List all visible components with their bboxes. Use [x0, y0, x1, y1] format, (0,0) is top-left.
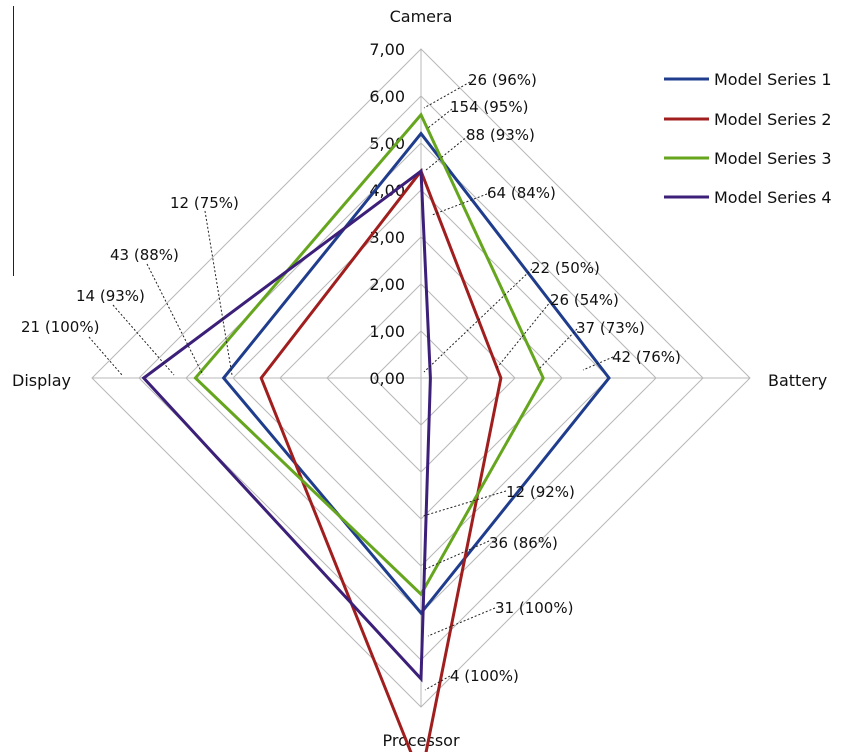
legend-label-series-3: Model Series 3: [714, 149, 832, 168]
axis-label-processor: Processor: [382, 731, 459, 750]
annotation-label: 42 (76%): [612, 348, 681, 366]
axis-label-battery: Battery: [768, 371, 827, 390]
leader-line: [423, 268, 533, 373]
annotation-label: 12 (92%): [506, 483, 575, 501]
tick-label: 0,00: [369, 369, 405, 388]
series-polygons: [141, 112, 611, 752]
tick-label: 6,00: [369, 87, 405, 106]
annotation-label: 154 (95%): [450, 98, 528, 116]
series-polygon-2: [259, 168, 503, 752]
legend: Model Series 1 Model Series 2 Model Seri…: [664, 70, 832, 207]
annotation-label: 64 (84%): [487, 184, 556, 202]
radar-grid: [91, 48, 751, 708]
leader-line: [425, 135, 469, 171]
annotation-label: 22 (50%): [531, 259, 600, 277]
leader-line: [427, 607, 496, 637]
leader-line: [112, 304, 175, 376]
tick-label: 7,00: [369, 40, 405, 59]
annotation-label: 14 (93%): [76, 287, 145, 305]
leader-line: [146, 263, 204, 376]
series-polygon-4: [141, 168, 432, 683]
leader-line: [88, 336, 123, 376]
axis-label-display: Display: [12, 371, 71, 390]
leader-line: [495, 300, 552, 370]
radial-tick-labels: 0,001,002,003,004,005,006,007,00: [369, 40, 405, 388]
tick-label: 2,00: [369, 275, 405, 294]
left-border-line: [13, 6, 14, 276]
leader-line: [423, 81, 471, 109]
series-polygon-3: [193, 112, 545, 597]
leader-line: [427, 108, 453, 129]
tick-label: 5,00: [369, 134, 405, 153]
leader-line: [422, 490, 507, 517]
axis-labels: Camera Battery Processor Display: [12, 7, 827, 750]
series-polygon-1: [221, 131, 611, 616]
annotation-label: 31 (100%): [495, 599, 573, 617]
annotation-label: 88 (93%): [466, 126, 535, 144]
annotation-label: 36 (86%): [489, 534, 558, 552]
annotation-label: 21 (100%): [21, 318, 99, 336]
tick-label: 3,00: [369, 228, 405, 247]
leader-line: [422, 540, 490, 571]
leader-line: [424, 675, 451, 691]
legend-label-series-1: Model Series 1: [714, 70, 832, 89]
leader-line: [431, 193, 488, 216]
annotation-label: 43 (88%): [110, 246, 179, 264]
annotation-label: 12 (75%): [170, 194, 239, 212]
annotation-leader-lines: [88, 81, 614, 691]
legend-label-series-4: Model Series 4: [714, 188, 832, 207]
annotation-label: 26 (54%): [550, 291, 619, 309]
axis-label-camera: Camera: [390, 7, 453, 26]
annotation-label: 4 (100%): [450, 667, 519, 685]
tick-label: 1,00: [369, 322, 405, 341]
leader-line: [582, 356, 614, 371]
annotation-label: 37 (73%): [576, 319, 645, 337]
leader-line: [537, 328, 578, 371]
data-annotations: 26 (96%) 154 (95%) 88 (93%) 64 (84%) 22 …: [21, 71, 681, 685]
annotation-label: 26 (96%): [468, 71, 537, 89]
legend-label-series-2: Model Series 2: [714, 110, 832, 129]
